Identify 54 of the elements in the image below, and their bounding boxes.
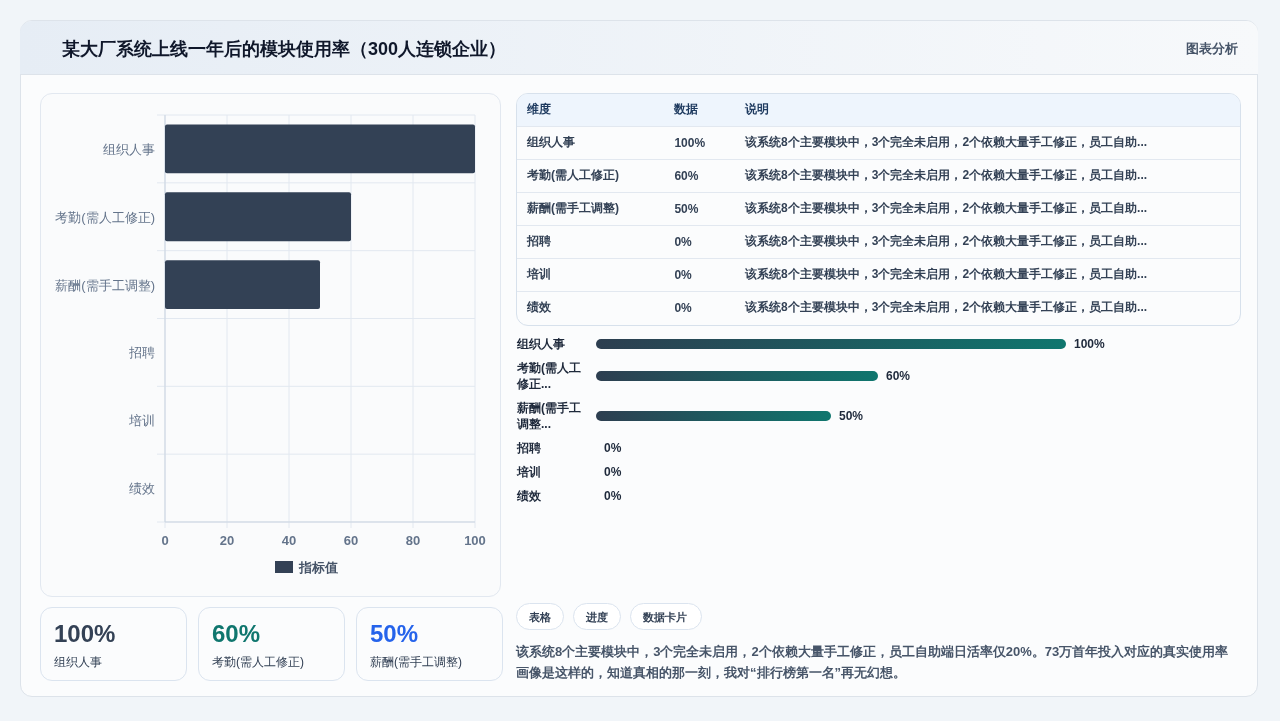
text: 100% [54, 620, 116, 647]
text: 50% [370, 620, 419, 647]
data-label: 0% [604, 465, 622, 479]
y-tick-label: 组织人事 [103, 141, 155, 157]
text: 50% [674, 201, 699, 216]
text: 数据 [673, 101, 700, 119]
bar [165, 260, 320, 309]
text: 该系统8个主要模块中，3个完全未启用，2个依赖大量手工修正，员工自助... [744, 200, 1149, 217]
text: 该系统8个主要模块中，3个完全未启用，2个依赖大量手工修正，员工自助... [744, 266, 1149, 283]
category-label: 考勤(需人工修正) [212, 654, 304, 671]
text: 说明 [744, 101, 771, 119]
text: 0% [674, 267, 692, 282]
text: 60% [674, 168, 699, 183]
text: 进度 [586, 610, 608, 625]
y-tick-label: 绩效 [517, 488, 542, 504]
text: 60% [212, 620, 261, 647]
y-tick-label: 培训 [517, 464, 542, 480]
text: 100% [674, 135, 706, 150]
y-tick-label: 招聘 [517, 440, 542, 456]
bar [165, 192, 351, 242]
y-tick-label: 绩效 [129, 481, 155, 497]
data-label: 0% [604, 489, 622, 503]
y-tick-label: 考勤(需人工修正) [55, 209, 155, 225]
data-label: 50% [839, 409, 864, 423]
data-label: 100% [1074, 337, 1106, 351]
y-tick-label: 招聘 [128, 345, 155, 361]
y-tick-label: 组织人事 [517, 336, 566, 352]
chart-title: 某大厂系统上线一年后的模块使用率（300人连锁企业） [62, 38, 507, 61]
text: 0% [674, 234, 692, 249]
x-tick-label: 20 [219, 533, 235, 548]
data-label: 0% [604, 441, 622, 455]
y-tick-label: 薪酬(需手工调整) [55, 277, 155, 293]
text: 该系统8个主要模块中，3个完全未启用，2个依赖大量手工修正，员工自助端日活率仅20%。73万首年投入对应的真实使用率画像是这样的，知道真相的那一刻，我对“排行榜第一名”再无幻想。 [516, 643, 1230, 682]
text: 0% [674, 300, 692, 315]
y-tick-label: 薪酬(需手工调整... [517, 400, 582, 432]
text: 该系统8个主要模块中，3个完全未启用，2个依赖大量手工修正，员工自助... [744, 134, 1149, 151]
text: 该系统8个主要模块中，3个完全未启用，2个依赖大量手工修正，员工自助... [744, 299, 1149, 317]
text: 数据卡片 [643, 610, 687, 625]
category-label: 薪酬(需手工调整) [370, 654, 462, 671]
text: 表格 [529, 610, 551, 625]
bar [165, 124, 475, 174]
text: 图表分析 [1186, 40, 1238, 58]
legend-label: 指标值 [298, 560, 338, 575]
data-label: 60% [886, 369, 911, 383]
x-tick-label: 0 [161, 533, 169, 548]
text: 该系统8个主要模块中，3个完全未启用，2个依赖大量手工修正，员工自助... [744, 167, 1149, 184]
y-tick-label: 培训 [128, 413, 155, 429]
text: 维度 [526, 101, 552, 119]
text: 该系统8个主要模块中，3个完全未启用，2个依赖大量手工修正，员工自助... [744, 233, 1149, 250]
x-tick-label: 100 [464, 533, 486, 548]
x-tick-label: 60 [343, 533, 359, 548]
x-tick-label: 40 [281, 533, 297, 548]
y-tick-label: 考勤(需人工修正... [517, 360, 582, 392]
x-tick-label: 80 [405, 533, 421, 548]
